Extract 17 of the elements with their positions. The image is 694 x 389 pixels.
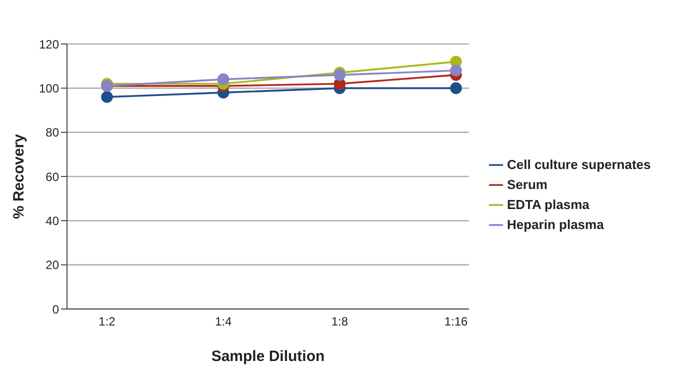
y-axis-title: % Recovery [10, 133, 28, 220]
x-tick-label: 1:8 [331, 314, 348, 329]
legend-label: Heparin plasma [507, 216, 604, 232]
legend-label: Cell culture supernates [507, 156, 651, 172]
y-tick-label: 20 [46, 258, 60, 272]
y-tick-label: 80 [46, 126, 60, 140]
legend-label: Serum [507, 176, 548, 192]
y-tick-label: 0 [52, 302, 60, 316]
y-tick-label: 60 [46, 170, 60, 184]
y-tick-label: 100 [38, 81, 60, 96]
y-tick-label: 40 [46, 214, 60, 228]
legend-label: EDTA plasma [507, 196, 590, 212]
y-tick-label: 120 [38, 37, 60, 52]
x-tick-label: 1:16 [444, 314, 468, 329]
x-tick-label: 1:2 [98, 314, 116, 329]
x-axis-title: Sample Dilution [211, 348, 325, 365]
x-tick-label: 1:4 [214, 314, 232, 329]
